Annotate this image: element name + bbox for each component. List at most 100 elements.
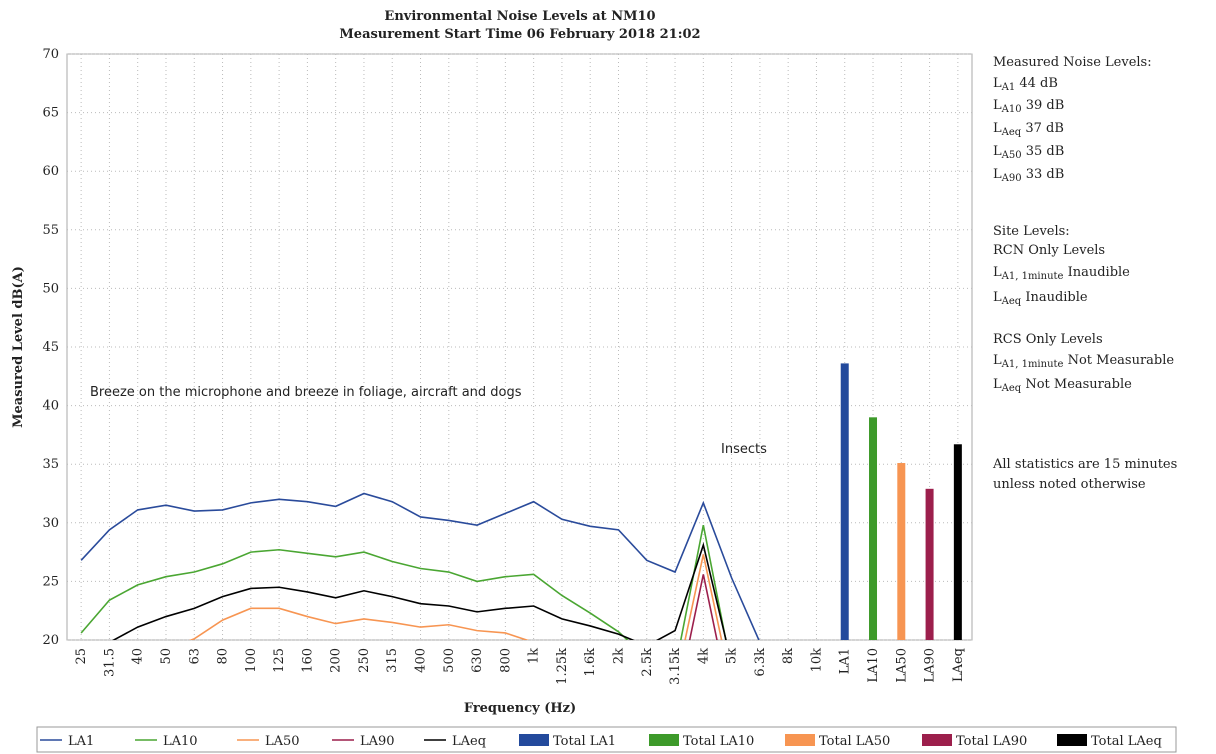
side-text-rest: 35 dB	[1022, 144, 1065, 159]
x-tick-label: 160	[300, 648, 315, 673]
line-series	[112, 542, 727, 640]
side-text-rest: 37 dB	[1021, 121, 1064, 136]
side-text-main: unless noted otherwise	[993, 477, 1146, 492]
legend-label: LA10	[163, 734, 198, 749]
x-tick-label: 4k	[696, 648, 711, 664]
side-text: RCS Only Levels	[993, 332, 1103, 347]
x-tick-label: 1.6k	[583, 648, 598, 677]
x-tick-label: 8k	[781, 648, 796, 664]
x-axis-label: Frequency (Hz)	[464, 701, 576, 716]
x-tick-label: 800	[498, 648, 513, 673]
x-tick-label: 125	[272, 648, 287, 673]
x-tick-label: LA90	[923, 648, 938, 683]
side-text: LA90 33 dB	[993, 167, 1064, 184]
y-axis-label: Measured Level dB(A)	[11, 266, 26, 428]
side-text-sub: A1	[1001, 82, 1016, 93]
x-tick-label: 400	[414, 648, 429, 673]
side-text-sub: A1, 1minute	[1001, 359, 1064, 370]
x-tick-label: 500	[442, 648, 457, 673]
legend-label: LAeq	[452, 734, 486, 749]
x-tick-label: 2.5k	[640, 648, 655, 677]
x-tick-label: 3.15k	[668, 648, 683, 685]
x-tick-label: 250	[357, 648, 372, 673]
side-text-main: L	[993, 167, 1002, 182]
side-text-main: Site Levels:	[993, 224, 1070, 239]
legend-label: Total LAeq	[1091, 734, 1162, 749]
bar	[897, 463, 906, 640]
side-text-rest: 33 dB	[1022, 167, 1065, 182]
x-tick-label: 10k	[809, 648, 824, 673]
side-text-main: Measured Noise Levels:	[993, 55, 1152, 70]
side-text-sub: A50	[1001, 150, 1022, 161]
side-text-sub: A90	[1001, 173, 1022, 184]
x-tick-label: LA50	[894, 648, 909, 683]
legend-swatch	[785, 734, 815, 746]
side-text: LAeq Inaudible	[993, 290, 1088, 307]
side-text-rest: 39 dB	[1022, 98, 1065, 113]
chart-subtitle: Measurement Start Time 06 February 2018 …	[339, 27, 700, 42]
x-tick-label: 31.5	[102, 648, 117, 677]
side-text: LA50 35 dB	[993, 144, 1064, 161]
side-text-sub: Aeq	[1001, 383, 1022, 394]
legend-label: Total LA10	[683, 734, 754, 749]
x-tick-label: 200	[329, 648, 344, 673]
legend-swatch	[519, 734, 549, 746]
side-text-rest: Inaudible	[1063, 265, 1130, 280]
side-text: LA10 39 dB	[993, 98, 1064, 115]
side-text-sub: A10	[1001, 104, 1022, 115]
y-tick-label: 30	[42, 516, 59, 531]
side-text: Measured Noise Levels:	[993, 55, 1152, 70]
legend-label: Total LA50	[819, 734, 890, 749]
bar	[840, 363, 849, 640]
side-text-main: RCN Only Levels	[993, 243, 1105, 258]
x-tick-label: 100	[244, 648, 259, 673]
side-text-sub: Aeq	[1001, 127, 1022, 138]
plot-clip	[80, 492, 760, 640]
legend-swatch	[1057, 734, 1087, 746]
side-text: LAeq 37 dB	[993, 121, 1064, 138]
side-text-main: RCS Only Levels	[993, 332, 1103, 347]
legend-label: LA50	[265, 734, 300, 749]
side-text: unless noted otherwise	[993, 477, 1146, 492]
side-text-main: L	[993, 265, 1002, 280]
side-text-rest: Not Measurable	[1021, 377, 1132, 392]
side-text-main: L	[993, 98, 1002, 113]
y-tick-label: 55	[42, 223, 59, 238]
side-text-main: All statistics are 15 minutes	[992, 457, 1177, 472]
legend-label: Total LA1	[553, 734, 616, 749]
x-tick-label: 40	[131, 648, 146, 665]
side-text-sub: A1, 1minute	[1001, 271, 1064, 282]
legend-label: LA90	[360, 734, 395, 749]
y-tick-label: 70	[42, 47, 59, 62]
side-text: Site Levels:	[993, 224, 1070, 239]
x-tick-label: LA1	[838, 648, 853, 674]
line-series	[80, 492, 760, 640]
side-text-main: L	[993, 290, 1002, 305]
y-tick-label: 35	[42, 457, 59, 472]
x-tick-label: 50	[159, 648, 174, 665]
y-tick-label: 25	[42, 574, 59, 589]
side-text-rest: 44 dB	[1015, 76, 1058, 91]
annotation: Breeze on the microphone and breeze in f…	[90, 385, 522, 400]
x-tick-label: 5k	[725, 648, 740, 664]
legend-box	[36, 726, 1177, 753]
side-text-main: L	[993, 377, 1002, 392]
annotation: Insects	[721, 442, 767, 457]
side-text: All statistics are 15 minutes	[992, 457, 1177, 472]
side-text-main: L	[993, 144, 1002, 159]
bar	[953, 444, 962, 640]
y-tick-label: 20	[42, 633, 59, 648]
side-text: LA1 44 dB	[993, 76, 1058, 93]
line-series	[688, 574, 718, 640]
x-tick-label: 315	[385, 648, 400, 673]
x-tick-label: LA10	[866, 648, 881, 683]
legend-swatch	[922, 734, 952, 746]
x-tick-label: 63	[187, 648, 202, 665]
side-text-main: L	[993, 121, 1002, 136]
side-text: LAeq Not Measurable	[993, 377, 1132, 394]
chart-title: Environmental Noise Levels at NM10	[384, 9, 655, 24]
y-tick-label: 60	[42, 164, 59, 179]
bar	[925, 488, 934, 640]
x-tick-label: 6.3k	[753, 648, 768, 677]
x-tick-label: 1.25k	[555, 648, 570, 685]
